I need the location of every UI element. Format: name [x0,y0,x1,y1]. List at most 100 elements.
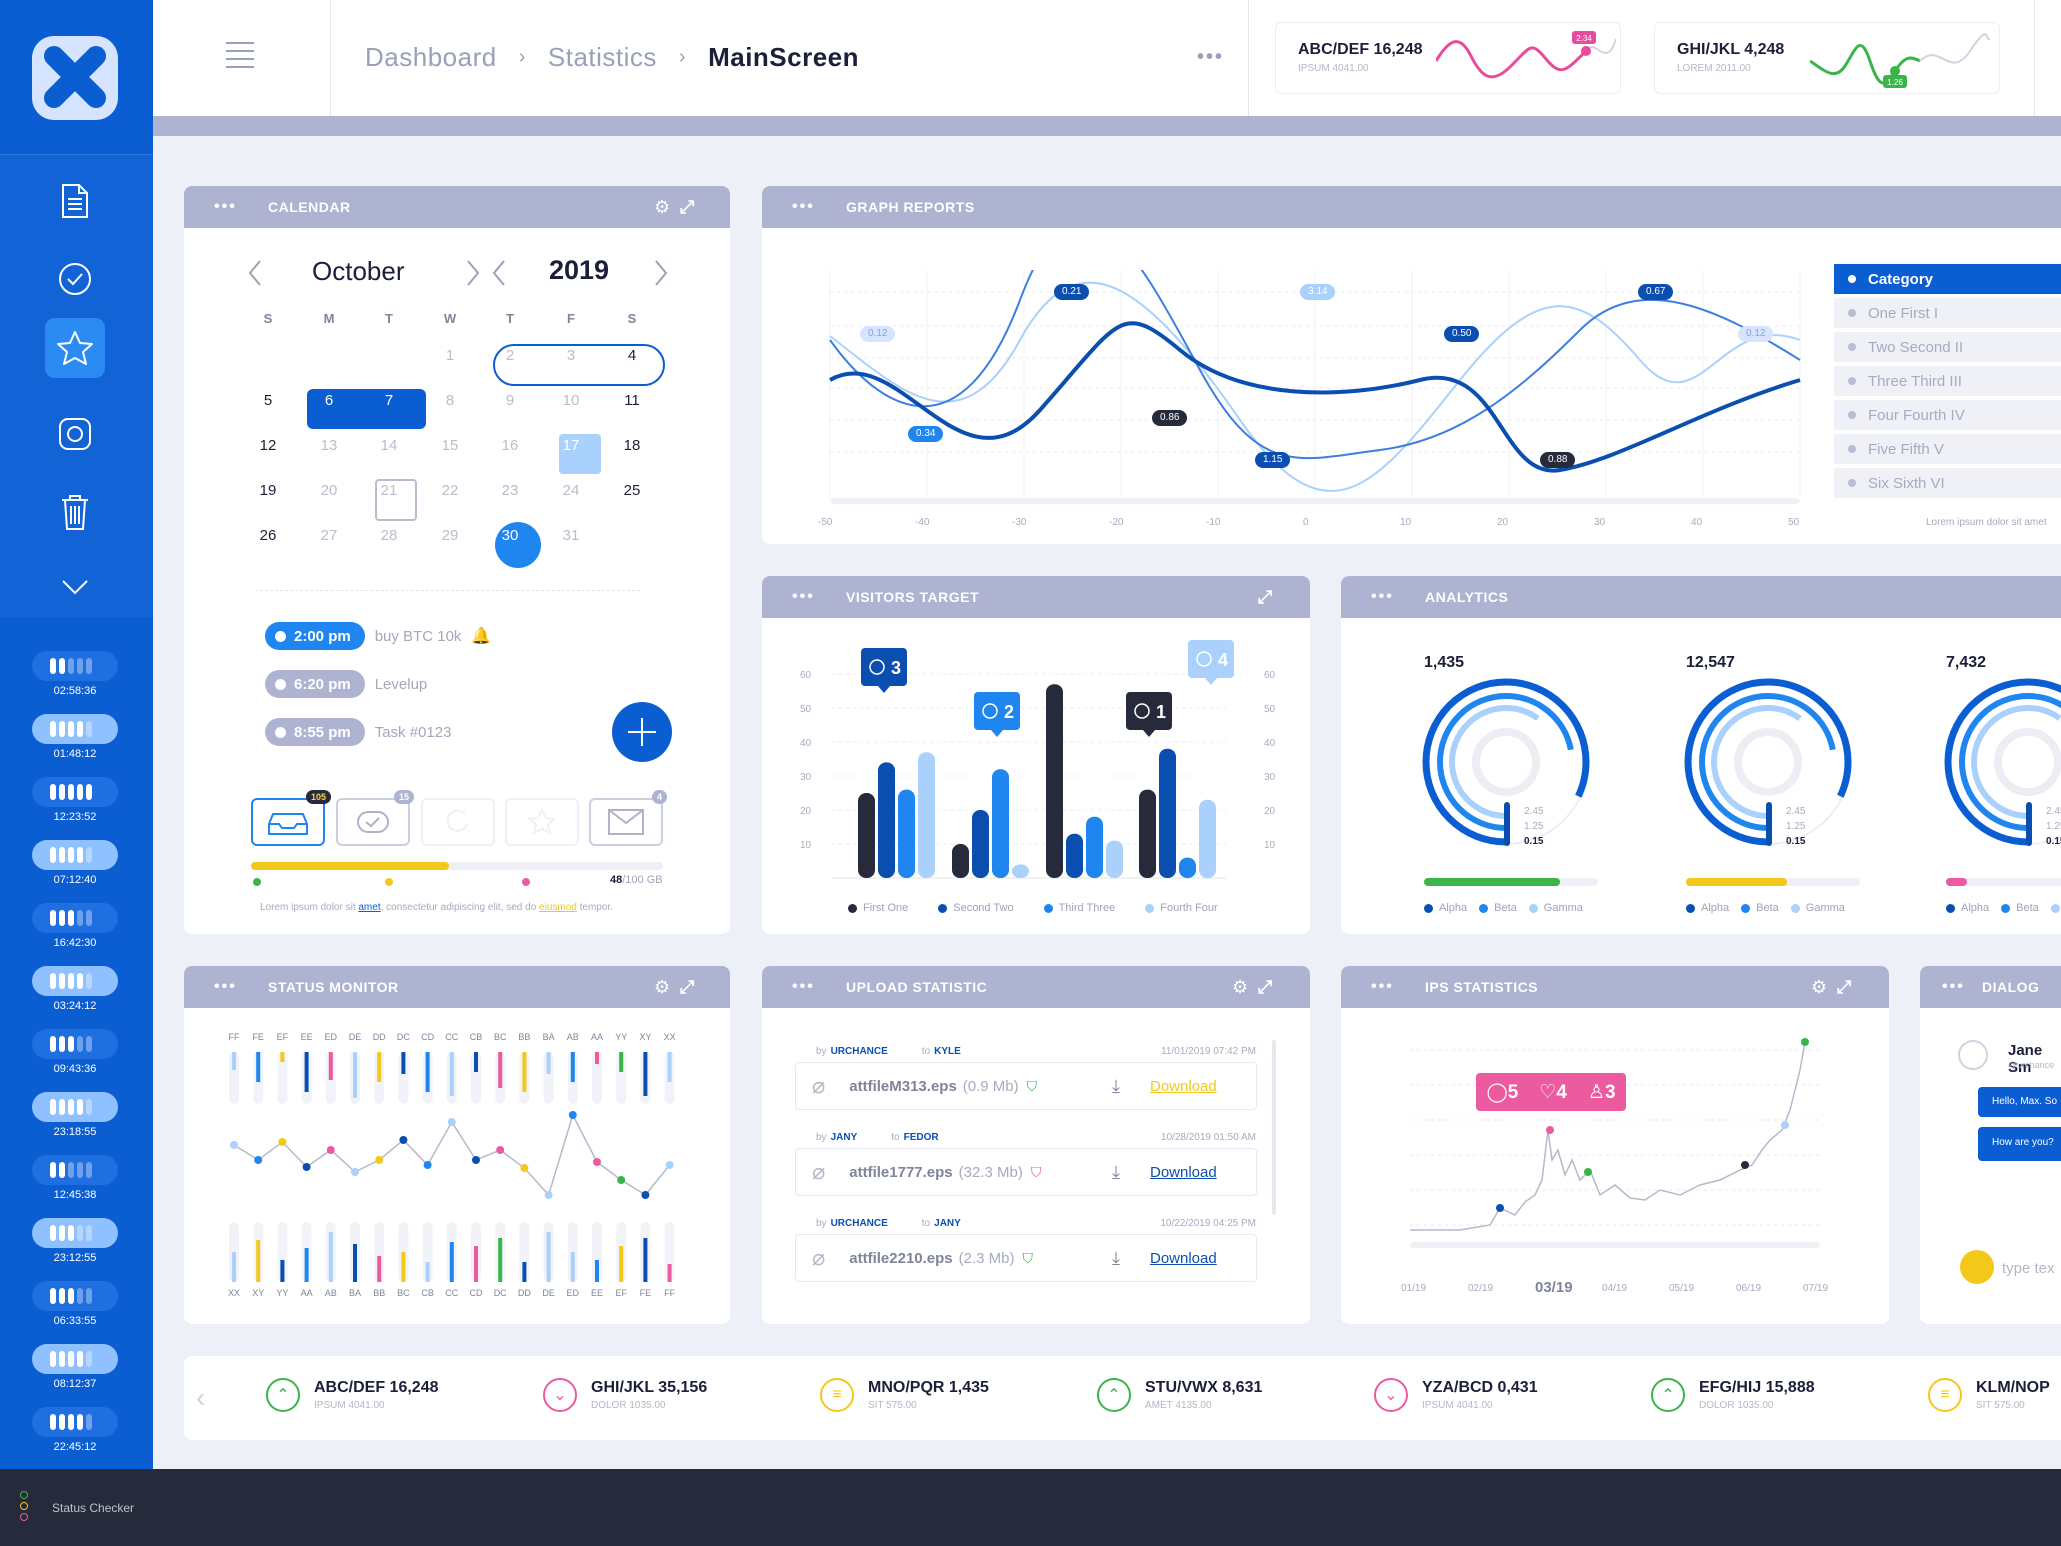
category-item[interactable]: Three Third III [1834,366,2061,396]
timer-item[interactable]: 23:12:55 [32,1218,118,1264]
expand-icon[interactable]: ⤢ [680,977,695,997]
timer-item[interactable]: 08:12:37 [32,1344,118,1390]
calendar-day[interactable]: 16 [501,437,519,454]
sender[interactable]: URCHANCE [830,1046,888,1057]
card-menu-icon[interactable]: ••• [792,198,815,215]
timer-item[interactable]: 12:23:52 [32,777,118,823]
calendar-day[interactable]: 12 [259,437,277,454]
timer-item[interactable]: 22:45:12 [32,1407,118,1453]
bar[interactable] [898,789,915,878]
calendar-day[interactable]: 26 [259,527,277,544]
calendar-day[interactable]: 19 [259,482,277,499]
nav-camera[interactable] [45,404,105,464]
timer-item[interactable]: 06:33:55 [32,1281,118,1327]
category-item[interactable]: Five Fifth V [1834,434,2061,464]
calendar-day[interactable]: 27 [320,527,338,544]
nav-more[interactable] [45,557,105,617]
footnote-link[interactable]: amet [358,902,381,913]
calendar-day[interactable]: 20 [320,482,338,499]
calendar-day[interactable]: 17 [562,437,580,454]
status-point[interactable] [641,1191,650,1199]
next-year-icon[interactable] [650,258,670,288]
nav-tasks[interactable] [45,249,105,309]
ticker-top-1[interactable]: ABC/DEF 16,248 IPSUM 4041.00 2.34 [1275,22,1621,94]
status-point[interactable] [520,1164,529,1172]
status-point[interactable] [375,1156,384,1164]
bar[interactable] [1179,857,1196,878]
timer-item[interactable]: 12:45:38 [32,1155,118,1201]
bar[interactable] [1159,748,1176,878]
bottom-ticker[interactable]: ⌃ STU/VWX 8,631 AMET 4135.00 [1097,1378,1262,1412]
calendar-day[interactable]: 28 [380,527,398,544]
download-icon[interactable]: ⤓ [1112,1247,1120,1268]
inbox-tray-button[interactable]: 105 [251,790,331,846]
status-point[interactable] [278,1138,287,1146]
calendar-day[interactable]: 23 [501,482,519,499]
calendar-day[interactable]: 6 [324,392,334,409]
status-point[interactable] [568,1111,577,1119]
emoji-icon[interactable] [1960,1250,1994,1284]
status-point[interactable] [399,1136,408,1144]
bar[interactable] [1199,799,1216,878]
timer-item[interactable]: 01:48:12 [32,714,118,760]
recipient[interactable]: FEDOR [903,1132,939,1143]
mail-tray-button[interactable]: 4 [589,790,667,846]
card-menu-icon[interactable]: ••• [1942,978,1965,995]
bar[interactable] [878,762,895,878]
download-link[interactable]: Download [1150,1249,1217,1267]
status-point[interactable] [326,1146,335,1154]
calendar-day[interactable]: 29 [441,527,459,544]
expand-icon[interactable]: ⤢ [1258,977,1273,997]
gear-icon[interactable]: ⚙ [654,977,671,997]
download-link[interactable]: Download [1150,1077,1217,1095]
timer-item[interactable]: 07:12:40 [32,840,118,886]
calendar-day[interactable]: 22 [441,482,459,499]
more-options-icon[interactable]: ••• [1197,46,1225,68]
card-menu-icon[interactable]: ••• [214,978,237,995]
card-menu-icon[interactable]: ••• [1371,978,1394,995]
breadcrumb-statistics[interactable]: Statistics [547,42,657,72]
calendar-day[interactable]: 1 [445,347,455,364]
message-input[interactable]: type tex [2002,1260,2055,1277]
calendar-day[interactable]: 30 [501,527,519,544]
refresh-tray-button[interactable] [421,798,495,846]
status-point[interactable] [472,1156,480,1164]
tasks-tray-button[interactable]: 15 [336,790,414,846]
calendar-day[interactable]: 2 [505,347,515,364]
card-menu-icon[interactable]: ••• [792,588,815,605]
calendar-day[interactable]: 13 [320,437,338,454]
calendar-day[interactable]: 11 [624,392,640,409]
upload-row[interactable]: ⌀ attfile2210.eps (2.3 Mb) ⛉ ⤓ Download [795,1234,1257,1282]
prev-month-icon[interactable] [246,258,266,288]
status-point[interactable] [423,1161,432,1169]
card-menu-icon[interactable]: ••• [792,978,815,995]
status-point[interactable] [447,1118,456,1126]
status-point[interactable] [617,1176,626,1184]
calendar-day[interactable]: 15 [441,437,459,454]
sender[interactable]: URCHANCE [830,1218,888,1229]
calendar-day[interactable]: 18 [623,437,641,454]
status-point[interactable] [351,1168,359,1176]
app-logo[interactable] [32,36,118,120]
nav-favorites[interactable] [45,318,105,378]
download-icon[interactable]: ⤓ [1112,1161,1120,1182]
next-month-icon[interactable] [462,258,482,288]
add-event-button[interactable] [612,702,672,762]
timer-item[interactable]: 09:43:36 [32,1029,118,1075]
bar[interactable] [1066,833,1083,878]
bar[interactable] [952,844,969,878]
calendar-day[interactable]: 8 [445,392,455,409]
status-point[interactable] [302,1163,311,1171]
download-link[interactable]: Download [1150,1163,1217,1181]
ticker-top-2[interactable]: GHI/JKL 4,248 LOREM 2011.00 1.26 [1654,22,2000,94]
bar[interactable] [1106,840,1123,878]
calendar-day[interactable]: 3 [566,347,576,364]
status-point[interactable] [496,1146,505,1154]
calendar-day[interactable]: 24 [562,482,580,499]
calendar-day[interactable]: 5 [263,392,273,409]
category-item[interactable]: Category [1834,264,2061,294]
event-item[interactable]: 6:20 pm Levelup [265,670,427,698]
breadcrumb-dashboard[interactable]: Dashboard [365,42,497,72]
bar[interactable] [858,793,875,878]
category-item[interactable]: One First I [1834,298,2061,328]
